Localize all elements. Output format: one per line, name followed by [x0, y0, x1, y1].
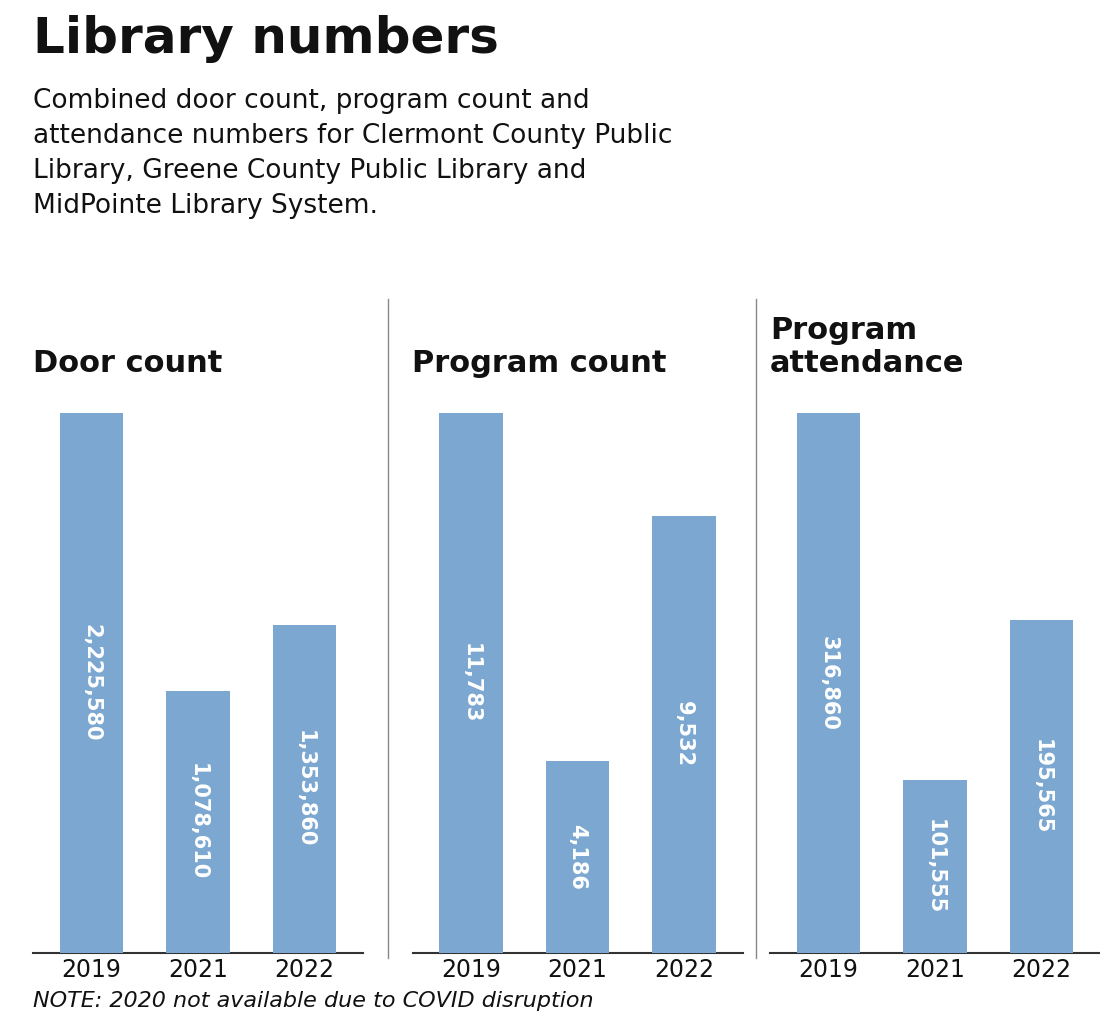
Text: 1,353,860: 1,353,860 [295, 730, 315, 848]
Text: Combined door count, program count and
attendance numbers for Clermont County Pu: Combined door count, program count and a… [33, 88, 672, 218]
Bar [546, 761, 609, 953]
Text: 2,225,580: 2,225,580 [81, 624, 101, 742]
Text: NOTE: 2020 not available due to COVID disruption: NOTE: 2020 not available due to COVID di… [33, 992, 594, 1011]
Bar [1010, 620, 1074, 953]
Text: 11,783: 11,783 [461, 643, 481, 723]
Bar [439, 413, 503, 953]
Bar [652, 516, 716, 953]
Text: Library numbers: Library numbers [33, 15, 499, 64]
Bar [796, 413, 860, 953]
Text: Door count: Door count [33, 349, 222, 378]
Bar [273, 624, 337, 953]
Text: 1,078,610: 1,078,610 [188, 763, 208, 881]
Text: Program count: Program count [412, 349, 667, 378]
Text: 101,555: 101,555 [925, 819, 945, 914]
Text: 195,565: 195,565 [1032, 739, 1052, 834]
Text: 4,186: 4,186 [568, 824, 587, 890]
Bar [59, 413, 123, 953]
Bar [903, 780, 967, 953]
Text: 316,860: 316,860 [818, 636, 838, 730]
Text: Program
attendance: Program attendance [770, 316, 965, 378]
Text: 9,532: 9,532 [674, 701, 694, 767]
Bar [166, 691, 230, 953]
